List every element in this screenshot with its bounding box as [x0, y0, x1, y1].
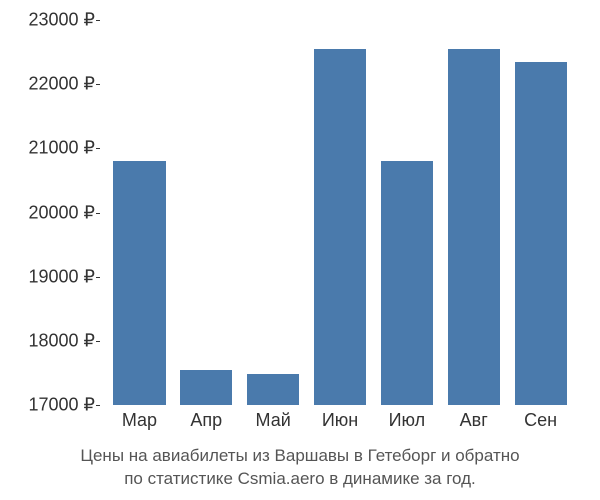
x-tick-label: Апр	[173, 410, 240, 431]
bar	[113, 161, 165, 405]
x-tick-label: Авг	[440, 410, 507, 431]
bar-slot	[373, 20, 440, 405]
y-tick-mark	[96, 213, 100, 214]
y-tick-mark	[96, 84, 100, 85]
y-tick-label: 20000 ₽	[28, 202, 95, 223]
y-tick-mark	[96, 20, 100, 21]
bar	[381, 161, 433, 405]
x-axis: МарАпрМайИюнИюлАвгСен	[100, 410, 580, 431]
chart-caption: Цены на авиабилеты из Варшавы в Гетеборг…	[0, 445, 600, 491]
plot-area	[100, 20, 580, 405]
bar-slot	[106, 20, 173, 405]
y-tick-label: 23000 ₽	[28, 10, 95, 31]
bar	[180, 370, 232, 405]
y-axis: 17000 ₽18000 ₽19000 ₽20000 ₽21000 ₽22000…	[0, 20, 95, 405]
x-tick-label: Июл	[373, 410, 440, 431]
bar	[448, 49, 500, 405]
x-tick-label: Май	[240, 410, 307, 431]
y-tick-mark	[96, 277, 100, 278]
y-tick-label: 17000 ₽	[28, 395, 95, 416]
bar	[515, 62, 567, 405]
bar-slot	[240, 20, 307, 405]
x-tick-label: Мар	[106, 410, 173, 431]
caption-line-2: по статистике Csmia.aero в динамике за г…	[10, 468, 590, 491]
bar-slot	[440, 20, 507, 405]
bar-slot	[507, 20, 574, 405]
bars-group	[100, 20, 580, 405]
y-tick-mark	[96, 341, 100, 342]
y-tick-label: 22000 ₽	[28, 74, 95, 95]
y-tick-mark	[96, 405, 100, 406]
bar-slot	[173, 20, 240, 405]
x-tick-label: Июн	[307, 410, 374, 431]
x-tick-label: Сен	[507, 410, 574, 431]
price-bar-chart: 17000 ₽ 18000 ₽ 19000 ₽ 20000 ₽ 21000 ₽ 22000…	[0, 0, 600, 500]
bar	[314, 49, 366, 405]
y-tick-label: 19000 ₽	[28, 266, 95, 287]
bar	[247, 374, 299, 405]
y-tick-label: 18000 ₽	[28, 330, 95, 351]
caption-line-1: Цены на авиабилеты из Варшавы в Гетеборг…	[10, 445, 590, 468]
y-tick-mark	[96, 148, 100, 149]
y-tick-label: 21000 ₽	[28, 138, 95, 159]
bar-slot	[307, 20, 374, 405]
